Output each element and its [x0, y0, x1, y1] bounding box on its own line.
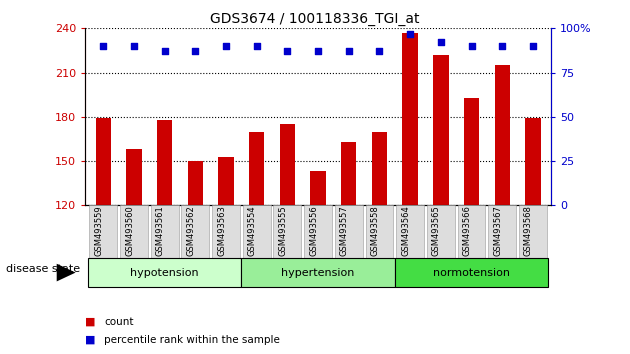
Point: [129, 43, 139, 49]
Text: count: count: [104, 317, 134, 327]
Point: [98, 43, 108, 49]
Bar: [341, 142, 357, 354]
Bar: [157, 120, 173, 354]
Text: GSM493565: GSM493565: [432, 205, 441, 256]
Text: GSM493562: GSM493562: [186, 205, 195, 256]
Text: hypotension: hypotension: [130, 268, 199, 278]
Bar: [495, 65, 510, 354]
Text: GSM493554: GSM493554: [248, 205, 257, 256]
Text: ■: ■: [85, 335, 96, 345]
Text: hypertension: hypertension: [282, 268, 355, 278]
Text: GSM493561: GSM493561: [156, 205, 165, 256]
Bar: [403, 33, 418, 354]
Bar: [433, 55, 449, 354]
Bar: [219, 157, 234, 354]
Text: GSM493555: GSM493555: [278, 205, 287, 256]
Point: [252, 43, 262, 49]
Bar: [464, 98, 479, 354]
Text: percentile rank within the sample: percentile rank within the sample: [104, 335, 280, 345]
Text: GSM493567: GSM493567: [493, 205, 502, 256]
Point: [466, 43, 476, 49]
Text: GSM493558: GSM493558: [370, 205, 379, 256]
Bar: [372, 132, 387, 354]
Text: ■: ■: [85, 317, 96, 327]
Point: [313, 48, 323, 54]
Point: [190, 48, 200, 54]
Text: GSM493559: GSM493559: [94, 205, 103, 256]
Point: [374, 48, 384, 54]
Text: GSM493563: GSM493563: [217, 205, 226, 256]
Point: [528, 43, 538, 49]
Point: [344, 48, 354, 54]
Bar: [249, 132, 265, 354]
Bar: [525, 118, 541, 354]
Point: [282, 48, 292, 54]
Text: GSM493566: GSM493566: [462, 205, 471, 256]
Point: [405, 31, 415, 36]
Text: GDS3674 / 100118336_TGI_at: GDS3674 / 100118336_TGI_at: [210, 12, 420, 27]
Text: GSM493564: GSM493564: [401, 205, 410, 256]
Text: GSM493568: GSM493568: [524, 205, 533, 256]
Text: GSM493557: GSM493557: [340, 205, 349, 256]
Text: disease state: disease state: [6, 264, 81, 274]
Text: GSM493556: GSM493556: [309, 205, 318, 256]
Point: [160, 48, 170, 54]
Point: [436, 40, 446, 45]
Bar: [127, 149, 142, 354]
Point: [221, 43, 231, 49]
Point: [497, 43, 507, 49]
Bar: [280, 124, 295, 354]
Bar: [311, 171, 326, 354]
Text: normotension: normotension: [433, 268, 510, 278]
Bar: [96, 118, 111, 354]
Text: GSM493560: GSM493560: [125, 205, 134, 256]
Bar: [188, 161, 203, 354]
